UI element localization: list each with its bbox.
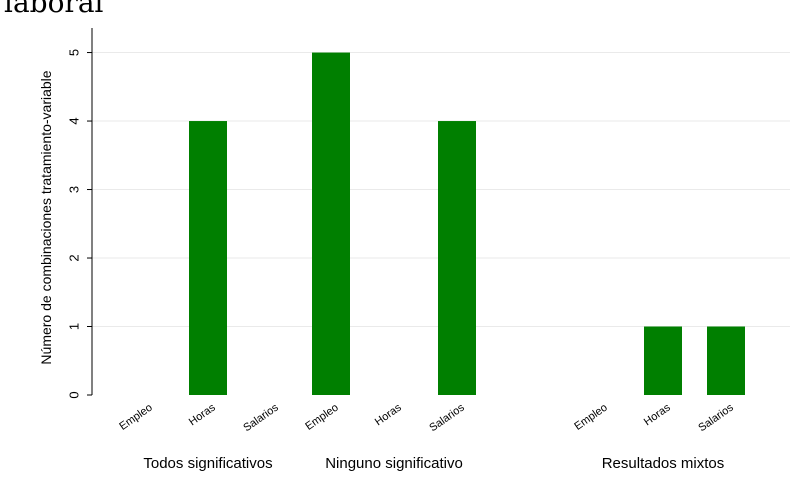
x-category-label: Empleo [572,402,609,433]
group-label: Todos significativos [143,455,272,472]
y-tick-label: 1 [67,323,82,330]
y-tick-label: 0 [67,391,82,398]
x-category-labels: Empleo Horas Salarios Empleo Horas Salarios Em… [117,401,736,434]
y-tick-label: 5 [67,49,82,56]
y-tick-label: 2 [67,254,82,261]
bars [189,52,745,396]
bar [312,52,350,395]
bar [707,326,745,395]
bar [438,121,476,396]
y-axis-label: Número de combinaciones tratamiento-vari… [38,70,54,364]
group-label: Ninguno significativo [325,455,463,472]
x-category-label: Salarios [427,401,467,434]
x-category-label: Horas [373,401,404,428]
y-ticks: 0 1 2 3 4 5 [67,49,92,399]
x-category-label: Empleo [117,402,154,433]
x-category-label: Horas [642,401,673,428]
x-category-label: Salarios [241,401,281,434]
bar [189,121,227,396]
x-category-label: Salarios [696,401,736,434]
y-tick-label: 4 [67,117,82,124]
bar [644,326,682,395]
group-labels: Todos significativos Ninguno significativ… [143,455,724,472]
x-category-label: Empleo [303,402,340,433]
chart-title: laboral [4,0,104,19]
group-label: Resultados mixtos [602,455,725,472]
x-category-label: Horas [187,401,218,428]
y-tick-label: 3 [67,186,82,193]
